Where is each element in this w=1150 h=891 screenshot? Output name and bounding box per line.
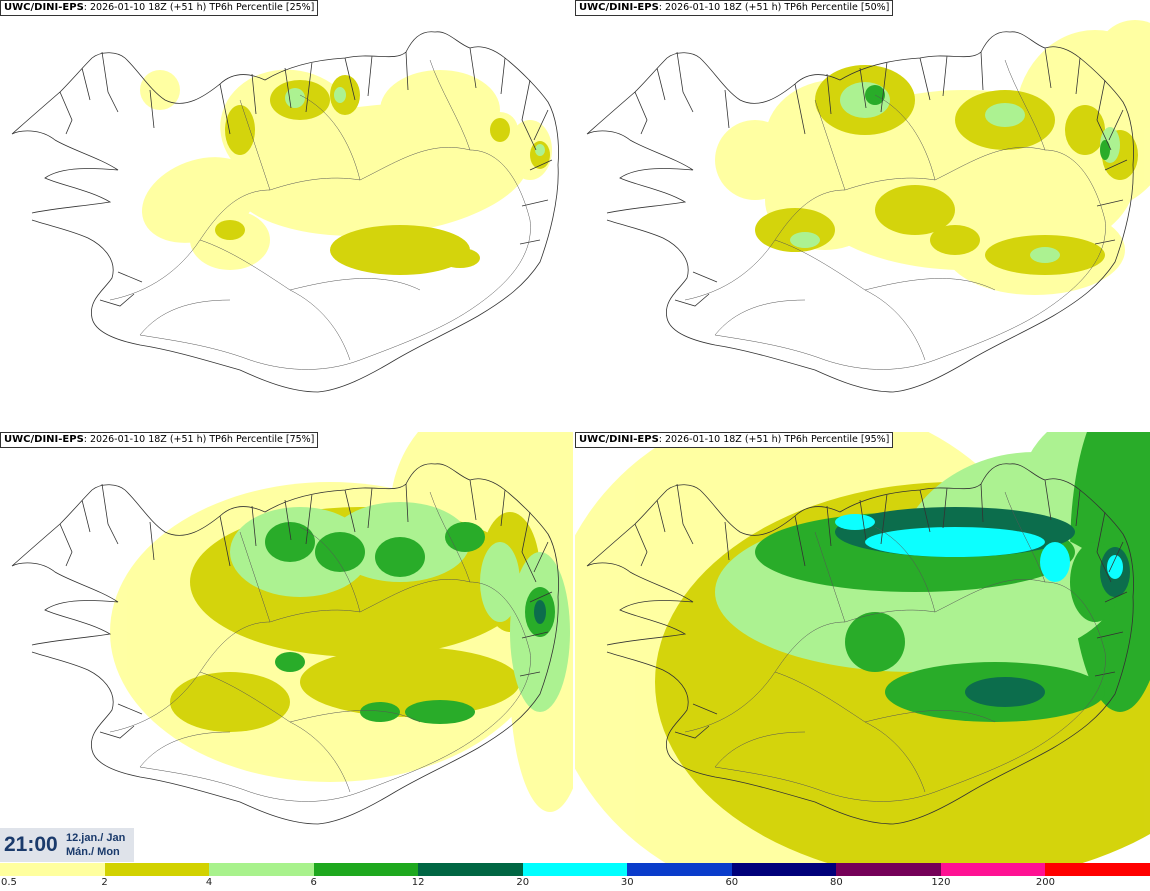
precip-contour [275,652,305,672]
iceland-map-p50 [575,0,1150,430]
legend-tick-label: 120 [931,877,951,888]
legend-swatch [522,863,628,876]
precip-contour [535,144,545,156]
legend-tick-label: 60 [725,877,739,888]
valid-date: 12.jan./ Jan [66,832,126,844]
precip-contour [965,677,1045,707]
precip-contour [845,612,905,672]
legend-swatch [836,863,942,876]
legend-swatch [940,863,1046,876]
iceland-map-p75 [0,432,573,863]
legend-swatch [313,863,419,876]
legend-swatch [0,863,106,876]
map-panel-p50: UWC/DINI-EPS: 2026-01-10 18Z (+51 h) TP6… [575,0,1150,430]
run-info: : 2026-01-10 18Z (+51 h) TP6h Percentile… [83,434,315,445]
legend-tick-label: 0.5 [1,877,17,888]
precip-contour [140,70,180,110]
precip-contour [315,532,365,572]
precip-contour [835,514,875,530]
precip-contour [930,225,980,255]
model-name: UWC/DINI-EPS [4,434,84,445]
valid-time-box: 21:00 12.jan./ Jan Mán./ Mon [0,828,134,862]
precip-contour [534,600,546,624]
precip-contour [790,232,820,248]
iceland-map-p25 [0,0,573,430]
precip-contour [334,87,346,103]
precip-contour [445,522,485,552]
model-name: UWC/DINI-EPS [579,434,659,445]
precip-contour [1065,105,1105,155]
precip-contour [360,702,400,722]
precip-contour [215,220,245,240]
map-panel-p25: UWC/DINI-EPS: 2026-01-10 18Z (+51 h) TP6… [0,0,573,430]
precip-contour [490,118,510,142]
panel-title: UWC/DINI-EPS: 2026-01-10 18Z (+51 h) TP6… [575,0,894,16]
run-info: : 2026-01-10 18Z (+51 h) TP6h Percentile… [83,2,315,13]
precip-contour [985,103,1025,127]
precipitation-color-legend: 0.5 2 4 6 12 20 30 60 80 120 200 [0,863,1150,891]
iceland-map-p95 [575,432,1150,863]
valid-time: 21:00 [4,833,58,856]
legend-tick-label: 6 [310,877,317,888]
precip-contour [170,672,290,732]
legend-swatch [1045,863,1150,876]
precip-contour [480,542,520,622]
precip-contour [225,105,255,155]
legend-swatch [731,863,837,876]
precip-contour [405,700,475,724]
precipitation-field [575,432,1150,863]
precip-contour [1095,20,1150,100]
iceland-coastline [11,31,559,393]
legend-swatch [209,863,315,876]
precip-contour [1107,555,1123,579]
precipitation-field [110,432,573,812]
precip-contour [375,537,425,577]
precip-contour [1100,140,1110,160]
model-name: UWC/DINI-EPS [4,2,84,13]
map-panel-p95: UWC/DINI-EPS: 2026-01-10 18Z (+51 h) TP6… [575,432,1150,863]
run-info: : 2026-01-10 18Z (+51 h) TP6h Percentile… [658,434,890,445]
precip-contour [865,527,1045,557]
panel-title: UWC/DINI-EPS: 2026-01-10 18Z (+51 h) TP6… [0,0,319,16]
precip-contour [1030,247,1060,263]
precip-contour [1040,542,1070,582]
legend-tick-label: 12 [411,877,425,888]
valid-weekday: Mán./ Mon [66,846,120,858]
precip-contour [330,225,470,275]
legend-swatch [627,863,733,876]
legend-tick-label: 4 [205,877,213,888]
run-info: : 2026-01-10 18Z (+51 h) TP6h Percentile… [658,2,890,13]
legend-tick-label: 2 [101,877,108,888]
panel-title: UWC/DINI-EPS: 2026-01-10 18Z (+51 h) TP6… [575,432,894,448]
precip-contour [380,70,500,150]
panel-title: UWC/DINI-EPS: 2026-01-10 18Z (+51 h) TP6… [0,432,319,448]
legend-tick-label: 30 [620,877,634,888]
model-name: UWC/DINI-EPS [579,2,659,13]
iceland-coastline [586,463,1134,825]
iceland-coastline [586,31,1134,393]
iceland-coastline [11,463,559,825]
precip-contour [300,647,520,717]
precip-contour [265,522,315,562]
legend-tick-label: 20 [516,877,530,888]
map-panel-p75: UWC/DINI-EPS: 2026-01-10 18Z (+51 h) TP6… [0,432,573,863]
precip-contour [285,88,305,108]
legend-swatch [104,863,210,876]
legend-swatch [418,863,524,876]
precip-contour [440,248,480,268]
legend-tick-label: 80 [829,877,843,888]
precip-contour [875,185,955,235]
legend-tick-label: 200 [1035,877,1055,888]
